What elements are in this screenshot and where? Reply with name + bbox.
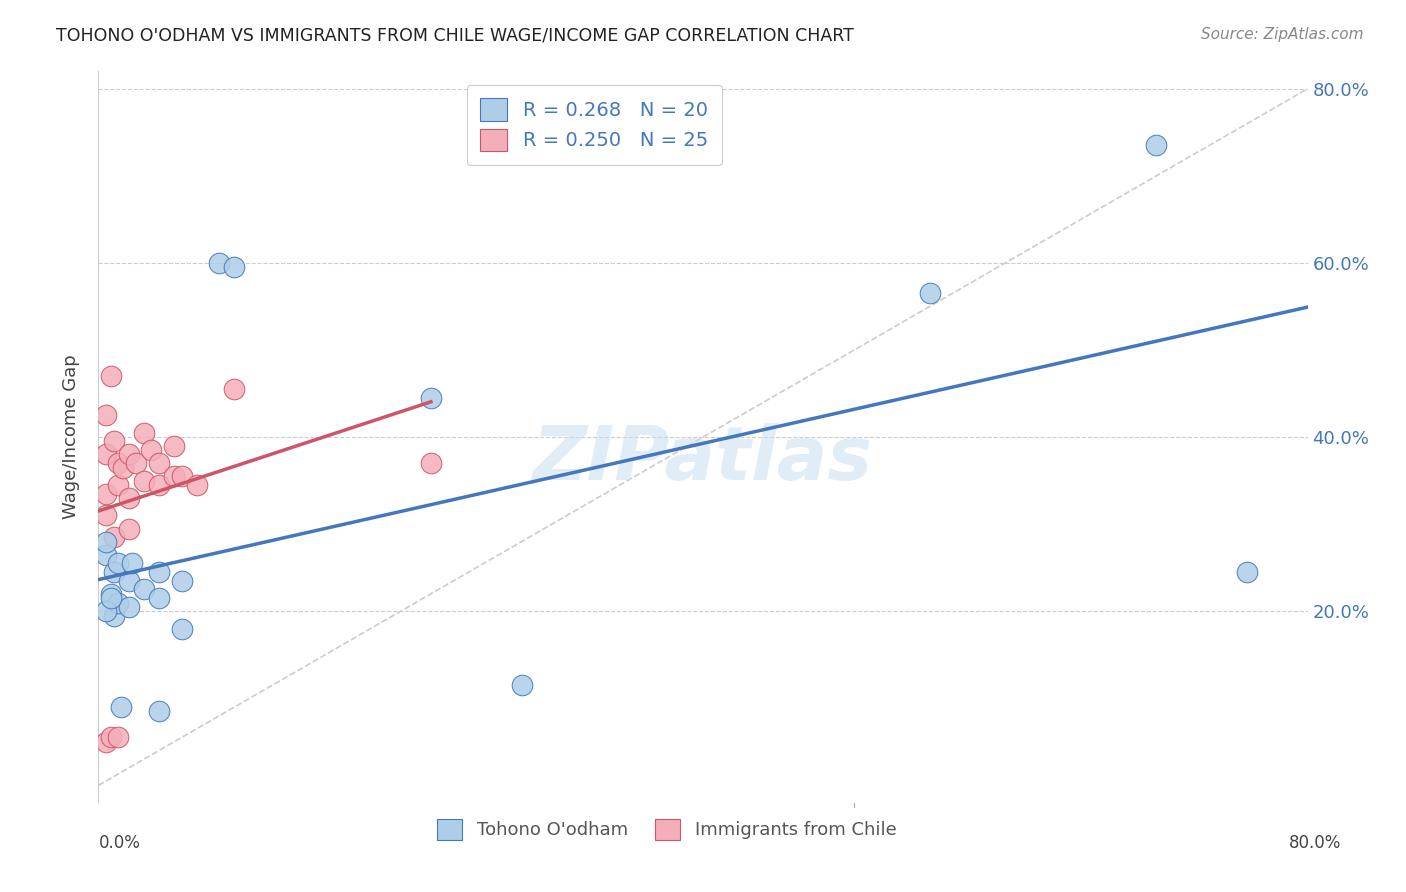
Point	[118, 448, 141, 462]
Point	[170, 622, 193, 636]
Point	[118, 574, 141, 588]
Point	[132, 582, 155, 597]
Point	[420, 391, 443, 405]
Point	[103, 565, 125, 579]
Point	[118, 491, 141, 505]
Point	[224, 382, 246, 396]
Point	[141, 443, 163, 458]
Y-axis label: Wage/Income Gap: Wage/Income Gap	[62, 355, 80, 519]
Point	[170, 574, 193, 588]
Point	[224, 260, 246, 275]
Text: 80.0%: 80.0%	[1288, 834, 1341, 852]
Text: TOHONO O'ODHAM VS IMMIGRANTS FROM CHILE WAGE/INCOME GAP CORRELATION CHART: TOHONO O'ODHAM VS IMMIGRANTS FROM CHILE …	[56, 27, 853, 45]
Point	[132, 474, 155, 488]
Text: 0.0%: 0.0%	[98, 834, 141, 852]
Point	[94, 548, 117, 562]
Point	[1236, 565, 1258, 579]
Point	[148, 591, 170, 606]
Point	[132, 425, 155, 440]
Point	[100, 731, 122, 745]
Point	[107, 478, 129, 492]
Point	[163, 469, 186, 483]
Point	[510, 678, 533, 692]
Point	[148, 456, 170, 470]
Point	[148, 565, 170, 579]
Point	[94, 735, 117, 749]
Point	[208, 256, 231, 270]
Point	[420, 456, 443, 470]
Point	[148, 705, 170, 719]
Point	[94, 534, 117, 549]
Point	[121, 557, 143, 571]
Point	[103, 608, 125, 623]
Point	[103, 530, 125, 544]
Point	[107, 456, 129, 470]
Point	[94, 604, 117, 618]
Point	[118, 521, 141, 535]
Point	[100, 591, 122, 606]
Point	[107, 731, 129, 745]
Point	[94, 448, 117, 462]
Point	[107, 595, 129, 609]
Point	[103, 434, 125, 449]
Point	[186, 478, 208, 492]
Point	[118, 599, 141, 614]
Point	[125, 456, 148, 470]
Point	[170, 469, 193, 483]
Point	[110, 700, 132, 714]
Point	[163, 439, 186, 453]
Point	[918, 286, 941, 301]
Point	[148, 478, 170, 492]
Point	[100, 369, 122, 384]
Text: ZIPatlas: ZIPatlas	[533, 423, 873, 496]
Point	[107, 557, 129, 571]
Point	[100, 587, 122, 601]
Point	[1144, 138, 1167, 153]
Legend: Tohono O'odham, Immigrants from Chile: Tohono O'odham, Immigrants from Chile	[427, 810, 905, 848]
Point	[94, 508, 117, 523]
Point	[94, 486, 117, 500]
Text: Source: ZipAtlas.com: Source: ZipAtlas.com	[1201, 27, 1364, 42]
Point	[111, 460, 134, 475]
Point	[94, 409, 117, 423]
